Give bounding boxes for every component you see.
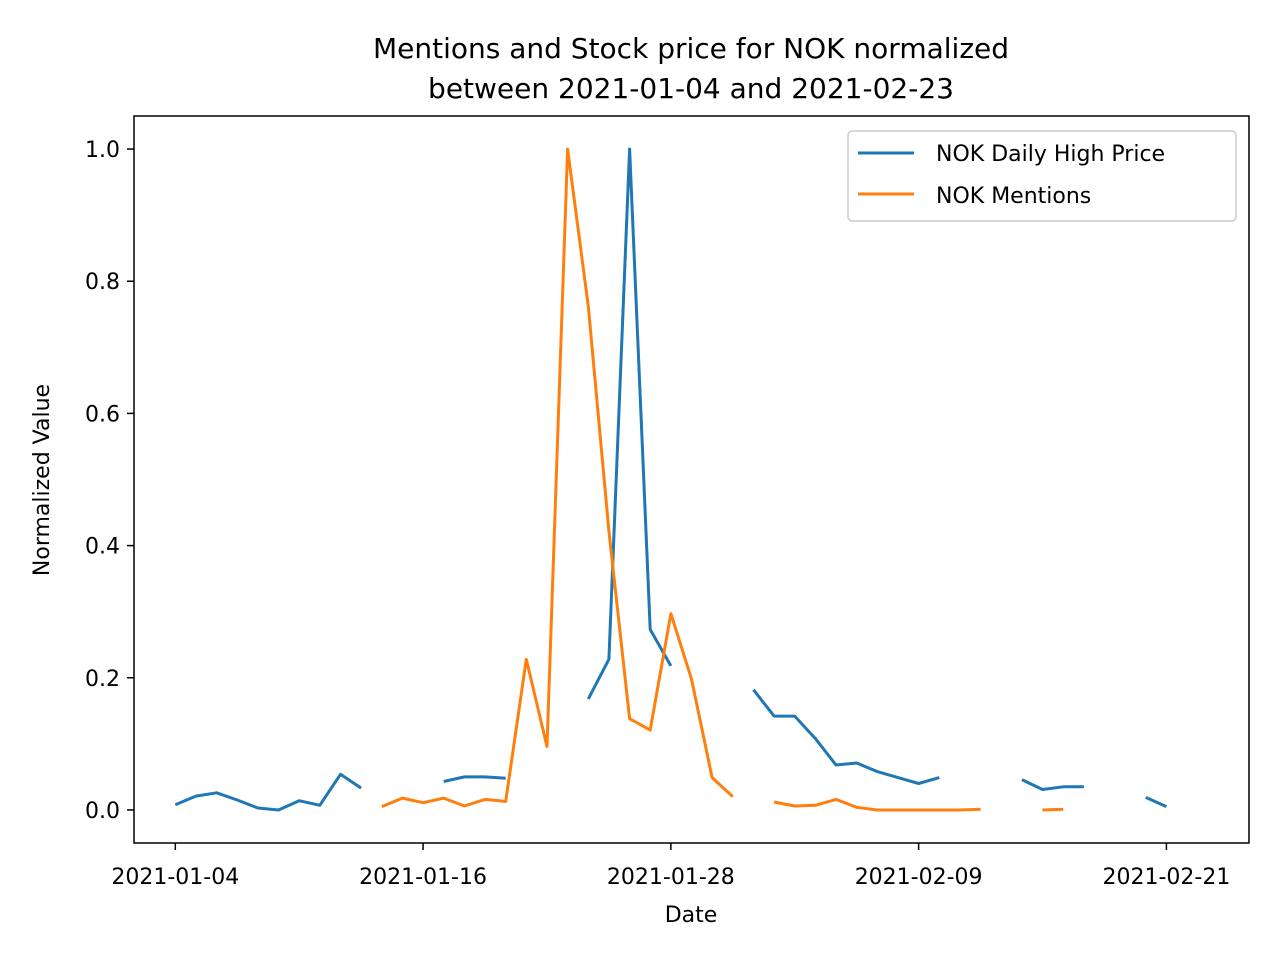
y-tick-label: 0.8 [85,270,120,295]
legend-label-mentions: NOK Mentions [936,184,1091,209]
plot-area-frame [133,115,1250,844]
series-line-segment [443,775,506,783]
x-axis-label: Date [665,903,718,928]
y-axis-label: Normalized Value [30,384,55,576]
series-layer [174,147,1168,812]
y-tick-label: 0.4 [85,535,120,560]
chart-title: Mentions and Stock price for NOK normali… [373,32,1009,65]
series-line-segment [586,147,673,700]
y-tick-label: 0.2 [85,667,120,692]
series-line-segment [1145,796,1168,808]
series-line-segment [174,772,362,812]
series-line-segment [1021,778,1084,791]
legend: NOK Daily High Price NOK Mentions [847,130,1237,222]
y-tick-label: 0.0 [85,799,120,824]
x-tick-label: 2021-01-28 [607,865,735,890]
x-tick-label: 2021-02-09 [855,865,983,890]
x-tick-label: 2021-02-21 [1102,865,1230,890]
y-tick-label: 1.0 [85,138,120,163]
series-line-segment [752,688,940,785]
chart-subtitle: between 2021-01-04 and 2021-02-23 [428,72,954,105]
x-tick-label: 2021-01-16 [359,865,487,890]
y-tick-label: 0.6 [85,402,120,427]
y-axis: 0.0 0.2 0.4 0.6 0.8 1.0 [85,138,134,824]
legend-box [847,130,1237,222]
x-tick-label: 2021-01-04 [111,865,239,890]
series-daily-high-price [174,147,1168,812]
x-axis: 2021-01-04 2021-01-16 2021-01-28 2021-02-09… [111,843,1230,890]
series-line-segment [1042,807,1064,812]
legend-label-daily-high-price: NOK Daily High Price [936,142,1165,167]
series-line-segment [773,797,981,812]
series-mentions [381,147,1064,812]
series-line-segment [381,147,734,808]
